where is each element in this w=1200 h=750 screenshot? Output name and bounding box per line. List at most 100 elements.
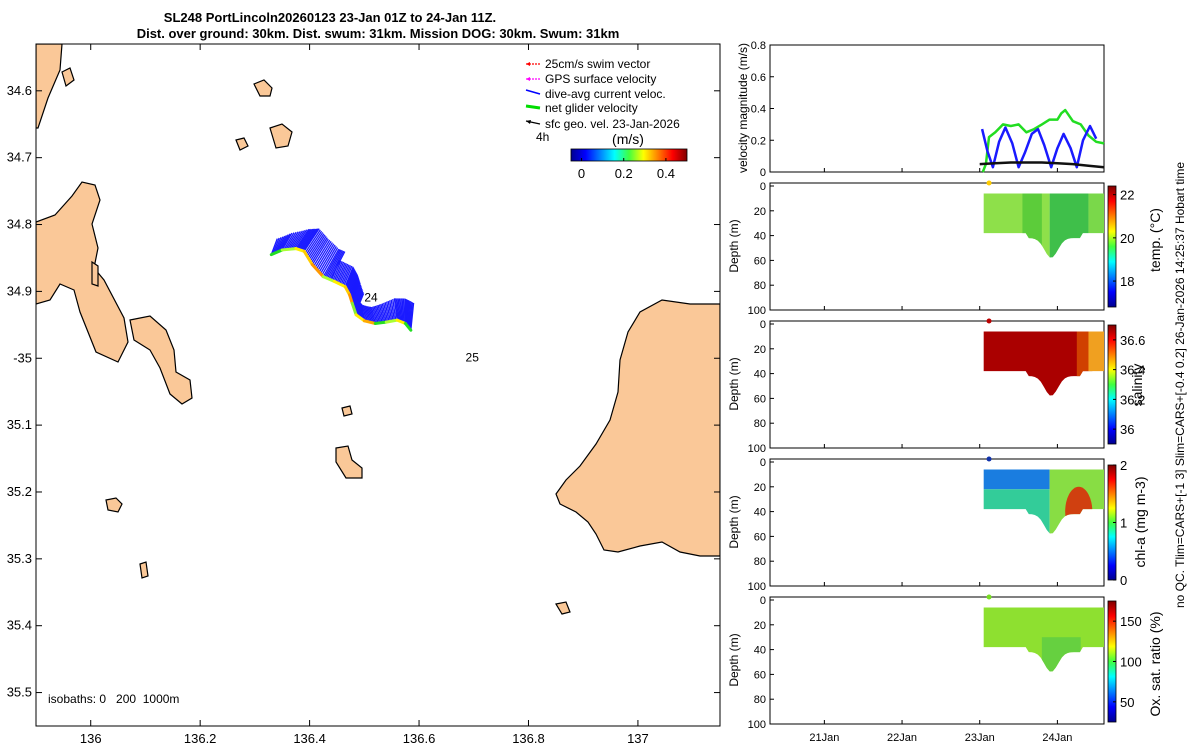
- current-vector: [309, 235, 327, 262]
- salinity-ylabel: Depth (m): [727, 357, 741, 410]
- current-vector: [398, 298, 402, 322]
- colorbar-tick-label: 22: [1120, 188, 1134, 203]
- current-vector: [283, 232, 295, 251]
- current-vector: [334, 261, 345, 283]
- time-x-tick-label: 21Jan: [809, 732, 839, 744]
- track-segment: [343, 285, 352, 297]
- velocity-y-tick-label: 0.2: [751, 135, 766, 147]
- depth-tick-label: 40: [754, 507, 766, 519]
- current-vector: [311, 238, 329, 265]
- current-vector: [280, 233, 291, 251]
- current-vector: [301, 228, 318, 251]
- land-island-1: [129, 315, 193, 405]
- map-y-tick-label: 35.3: [7, 551, 32, 566]
- current-vector: [367, 306, 372, 323]
- current-vector: [360, 303, 363, 320]
- current-vector: [407, 300, 410, 327]
- current-vector: [377, 304, 383, 323]
- current-vector: [300, 228, 316, 251]
- depth-tick-label: 80: [754, 418, 766, 430]
- colorbar-tick-label: 36.4: [1120, 363, 1145, 378]
- current-vector: [336, 262, 346, 283]
- current-vector: [346, 270, 356, 291]
- current-vector: [345, 267, 355, 288]
- surface-dot: [986, 318, 992, 324]
- oxygen-ylabel: Depth (m): [727, 633, 741, 686]
- map-x-tick-label: 137: [627, 731, 649, 746]
- current-vector: [295, 228, 310, 249]
- map-legend: 25cm/s swim vector GPS surface velocity …: [525, 57, 680, 144]
- current-vector: [350, 281, 361, 302]
- land-island-6: [105, 497, 123, 513]
- current-vector: [286, 231, 299, 250]
- current-vector: [394, 298, 399, 321]
- temperature-colorbar-label: temp. (°C): [1147, 208, 1163, 272]
- dive-avg-current-vectors: [270, 228, 415, 331]
- current-vector: [273, 237, 282, 254]
- current-vector: [402, 298, 405, 324]
- map-y-tick-label: 34.9: [7, 283, 32, 298]
- depth-tick-label: 80: [754, 556, 766, 568]
- chla-colorbar-label: chl-a (mg m-3): [1132, 476, 1148, 567]
- colorbar-tick-label: 2: [1120, 458, 1127, 473]
- current-vector: [350, 279, 360, 301]
- current-vector: [317, 243, 335, 271]
- oxygen-colorbar-ticks: 50 100 150: [1113, 614, 1142, 710]
- colorbar-tick-label: 36.6: [1120, 333, 1145, 348]
- current-vector: [290, 230, 304, 250]
- legend-label-dive-avg: dive-avg current veloc.: [545, 87, 666, 101]
- current-vector: [332, 260, 342, 282]
- current-vector: [307, 233, 325, 259]
- map-panel: 136 136.2 136.4 136.6 136.8 137 34.634.734.83…: [7, 43, 721, 746]
- current-vector: [359, 302, 362, 319]
- velocity-series-line: [981, 108, 1105, 173]
- colorbar-tick-label: 36.2: [1120, 392, 1145, 407]
- current-vector: [281, 232, 293, 251]
- depth-tick-label: 40: [754, 369, 766, 381]
- track-segment: [310, 263, 325, 279]
- depth-tick-label: 100: [748, 305, 766, 317]
- current-vector: [369, 306, 375, 324]
- salinity-y-axis: 0 20 40 60 80 100: [748, 319, 1058, 455]
- track-segment: [332, 279, 347, 289]
- current-vector: [357, 300, 360, 318]
- depth-tick-label: 80: [754, 280, 766, 292]
- depth-tick-label: 100: [748, 719, 766, 731]
- current-vector: [347, 272, 358, 293]
- current-vector: [304, 229, 321, 254]
- land-island-11: [341, 405, 353, 417]
- depth-tick-label: 20: [754, 206, 766, 218]
- current-vector: [308, 234, 326, 260]
- current-vector: [333, 261, 343, 282]
- current-vector: [366, 305, 371, 323]
- velocity-axes-box: [769, 44, 1105, 173]
- land-island-5: [335, 445, 363, 479]
- map-colorbar-tick-label: 0.4: [657, 166, 675, 181]
- velocity-series-line: [980, 124, 1098, 169]
- current-vector: [313, 239, 331, 267]
- current-vector: [272, 237, 280, 255]
- current-vector: [376, 305, 382, 323]
- depth-tick-label: 20: [754, 344, 766, 356]
- current-vector: [303, 228, 320, 252]
- current-vector: [270, 238, 278, 255]
- velocity-y-tick-label: 0.6: [751, 72, 766, 84]
- current-vector: [305, 230, 323, 255]
- map-y-tick-label: 34.8: [7, 217, 32, 232]
- map-colorbar-tick-label: 0.2: [615, 166, 633, 181]
- velocity-ylabel: velocity magnitude (m/s): [736, 43, 750, 173]
- current-vector: [302, 228, 319, 252]
- oxygen-colorbar-label: Ox. sat. ratio (%): [1147, 611, 1163, 716]
- map-x-tick-label: 136.6: [403, 731, 436, 746]
- current-vector: [299, 228, 315, 251]
- temperature-panel: 0 20 40 60 80 100 Depth (m) 18 20 22 temp. (°C): [727, 180, 1163, 317]
- current-vector: [353, 288, 363, 310]
- colorbar-tick-label: 0: [1120, 573, 1127, 588]
- map-x-tick-label: 136: [80, 731, 102, 746]
- track-segment: [269, 248, 284, 257]
- current-vector: [352, 284, 362, 306]
- depth-tick-label: 40: [754, 231, 766, 243]
- oxygen-panel: 0 20 40 60 80 100 21Jan 22Jan 23Jan 24Jan Depth …: [727, 594, 1163, 744]
- map-x-tick-label: 136.8: [512, 731, 545, 746]
- legend-label-net: net glider velocity: [545, 101, 638, 115]
